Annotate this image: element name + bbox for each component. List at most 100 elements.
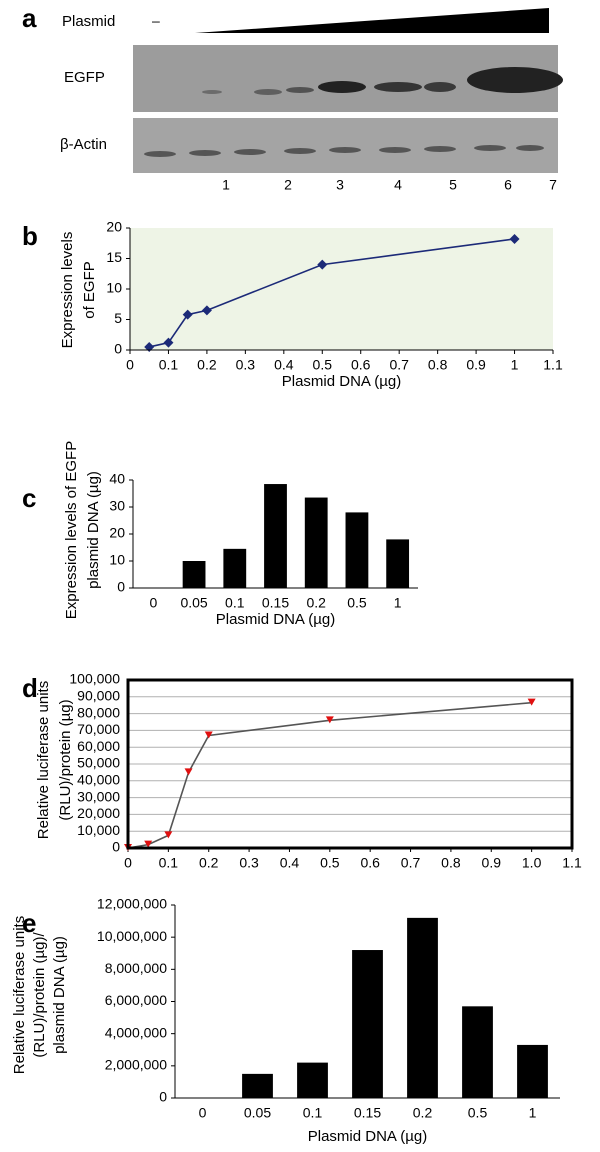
y-tick-label: 8,000,000	[105, 960, 167, 976]
lane-label: 7	[549, 177, 557, 193]
y-axis-title: (RLU)/protein (µg)	[57, 699, 74, 820]
y-tick-label: 70,000	[77, 721, 120, 737]
marker	[201, 305, 212, 316]
lane-label: 1	[222, 177, 230, 193]
y-axis-title: (RLU)/protein (µg)/	[31, 932, 48, 1058]
bar	[352, 950, 383, 1098]
y-axis-title: Relative luciferase units	[35, 681, 52, 839]
marker	[144, 840, 153, 848]
x-tick-label: 1	[394, 595, 402, 611]
lane-label: 6	[504, 177, 512, 193]
bar	[304, 497, 328, 588]
control-label: –	[152, 13, 160, 29]
y-tick-label: 50,000	[77, 755, 120, 771]
bar	[386, 539, 410, 588]
x-tick-label: 0.1	[159, 855, 179, 871]
y-axis-title: of EGFP	[81, 261, 98, 319]
y-axis-title: plasmid DNA (µg)	[51, 936, 68, 1054]
x-tick-label: 0.8	[441, 855, 461, 871]
y-tick-label: 40	[109, 471, 125, 487]
plot-frame	[126, 678, 574, 850]
y-tick-label: 40,000	[77, 772, 120, 788]
y-tick-label: 6,000,000	[105, 992, 167, 1008]
x-tick-label: 0.15	[262, 595, 289, 611]
x-tick-label: 0.5	[313, 357, 333, 373]
row-label: β-Actin	[60, 136, 107, 153]
y-axis-title: Expression levels of EGFP	[63, 441, 80, 619]
x-tick-label: 0.2	[413, 1105, 433, 1121]
bar	[223, 548, 247, 588]
x-axis-title: Plasmid DNA (µg)	[308, 1128, 428, 1145]
bar	[517, 1044, 548, 1098]
x-tick-label: 0.5	[347, 595, 367, 611]
lane-label: 2	[284, 177, 292, 193]
x-tick-label: 0.9	[466, 357, 486, 373]
y-tick-label: 10	[109, 552, 125, 568]
marker	[204, 731, 213, 739]
x-tick-label: 0.05	[244, 1105, 271, 1121]
x-tick-label: 0	[199, 1105, 207, 1121]
x-tick-label: 0.15	[354, 1105, 381, 1121]
marker	[164, 831, 173, 839]
x-tick-label: 0.2	[197, 357, 217, 373]
x-tick-label: 1.1	[543, 357, 563, 373]
x-tick-label: 0.1	[225, 595, 245, 611]
x-tick-label: 0.4	[280, 855, 300, 871]
marker	[317, 259, 328, 270]
x-tick-label: 0.1	[303, 1105, 323, 1121]
x-tick-label: 1	[529, 1105, 537, 1121]
y-tick-label: 20	[109, 525, 125, 541]
y-tick-label: 15	[106, 249, 122, 265]
x-tick-label: 0	[149, 595, 157, 611]
y-tick-label: 60,000	[77, 738, 120, 754]
x-tick-label: 0	[124, 855, 132, 871]
marker	[184, 768, 193, 776]
y-tick-label: 30,000	[77, 788, 120, 804]
y-tick-label: 5	[114, 310, 122, 326]
panel-label: b	[22, 221, 38, 251]
y-tick-label: 80,000	[77, 704, 120, 720]
x-axis-title: Plasmid DNA (µg)	[282, 373, 402, 390]
y-axis-title: Expression levels	[59, 232, 76, 349]
y-axis-title: Relative luciferase units	[11, 916, 28, 1074]
x-tick-label: 0.3	[239, 855, 259, 871]
x-tick-label: 0.1	[159, 357, 179, 373]
y-tick-label: 20	[106, 219, 122, 235]
x-tick-label: 0.7	[401, 855, 421, 871]
marker	[325, 716, 334, 724]
panel-label: a	[22, 3, 37, 33]
y-tick-label: 4,000,000	[105, 1024, 167, 1040]
x-tick-label: 1.0	[522, 855, 542, 871]
x-tick-label: 0.7	[389, 357, 409, 373]
y-tick-label: 0	[114, 341, 122, 357]
x-tick-label: 0.9	[482, 855, 502, 871]
x-tick-label: 0.05	[180, 595, 207, 611]
marker	[182, 309, 193, 320]
marker	[509, 233, 520, 244]
x-tick-label: 0.4	[274, 357, 294, 373]
y-tick-label: 0	[117, 579, 125, 595]
bar	[345, 512, 369, 588]
y-tick-label: 10,000,000	[97, 928, 167, 944]
bar	[297, 1062, 328, 1098]
y-axis-title: plasmid DNA (µg)	[85, 471, 102, 589]
x-tick-label: 0.2	[199, 855, 219, 871]
bar	[407, 917, 438, 1098]
x-tick-label: 0.3	[236, 357, 256, 373]
x-tick-label: 0.8	[428, 357, 448, 373]
lane-label: 4	[394, 177, 402, 193]
y-tick-label: 30	[109, 498, 125, 514]
x-tick-label: 1	[511, 357, 519, 373]
bar	[242, 1073, 273, 1098]
x-tick-label: 0.5	[468, 1105, 488, 1121]
panel-label: d	[22, 673, 38, 703]
plasmid-label: Plasmid	[62, 13, 115, 30]
x-tick-label: 1.1	[562, 855, 582, 871]
bar	[462, 1006, 493, 1098]
x-tick-label: 0.2	[306, 595, 326, 611]
y-tick-label: 90,000	[77, 688, 120, 704]
marker	[163, 337, 174, 348]
lane-label: 5	[449, 177, 457, 193]
